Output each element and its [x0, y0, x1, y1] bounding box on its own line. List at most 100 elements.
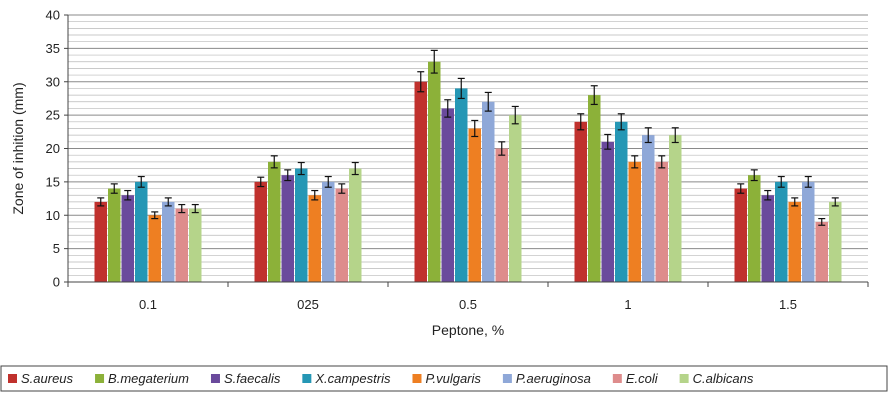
bar [94, 201, 107, 282]
bar [162, 201, 175, 282]
legend-swatch [612, 374, 622, 383]
error-bar [270, 155, 278, 169]
error-bar [284, 169, 292, 182]
bar [441, 108, 454, 282]
x-tick-label: 0.1 [139, 297, 157, 312]
legend-swatch [8, 374, 17, 383]
bar [761, 195, 774, 282]
x-axis-title: Peptone, % [432, 322, 504, 338]
bar [254, 181, 267, 282]
error-bars [97, 49, 839, 226]
bar [628, 161, 641, 282]
error-bar [764, 189, 772, 201]
y-tick-label: 15 [46, 174, 60, 189]
bars [94, 61, 842, 283]
error-bar [257, 176, 265, 188]
error-bar [191, 203, 199, 214]
legend [0, 365, 888, 392]
y-tick-label: 35 [46, 41, 60, 56]
error-bar [644, 127, 652, 144]
error-bar [137, 175, 145, 188]
legend-swatch [412, 374, 422, 383]
error-bar [671, 127, 679, 144]
error-bar [351, 161, 359, 176]
error-bar [750, 169, 758, 182]
bar [335, 188, 348, 282]
error-bar [818, 217, 826, 226]
error-bar [124, 189, 132, 201]
error-bar [338, 183, 346, 194]
bar [669, 135, 682, 282]
error-bar [471, 119, 479, 138]
bar [189, 208, 202, 282]
error-bar [484, 91, 492, 112]
error-bar [430, 49, 438, 74]
error-bar [777, 175, 785, 188]
y-tick-label: 10 [46, 208, 60, 223]
legend-label: S.faecalis [224, 371, 281, 386]
bar [308, 195, 321, 282]
error-bar [164, 197, 172, 207]
bar [121, 195, 134, 282]
y-axis-title: Zone of inhition (mm) [10, 82, 26, 214]
error-bar [577, 113, 585, 131]
bar [322, 181, 335, 282]
y-tick-label: 0 [53, 275, 60, 290]
error-bar [151, 211, 159, 220]
bar [135, 181, 148, 282]
legend-label: S.aureus [21, 371, 74, 386]
bar [268, 161, 281, 282]
y-tick-label: 40 [46, 8, 60, 23]
bar [495, 148, 508, 282]
error-bar [737, 183, 745, 194]
x-tick-label: 1.5 [779, 297, 797, 312]
legend-label: P.aeruginosa [516, 371, 591, 386]
error-bar [457, 77, 465, 100]
axes [64, 14, 869, 287]
y-tick-label: 20 [46, 141, 60, 156]
bar [281, 175, 294, 282]
bar [642, 135, 655, 282]
y-tick-label: 5 [53, 241, 60, 256]
bar [588, 95, 601, 282]
error-bar [617, 113, 625, 131]
bar [295, 168, 308, 282]
legend-item: S.aureus [8, 371, 74, 386]
bar [802, 181, 815, 282]
legend-swatch [502, 374, 512, 383]
error-bar [97, 197, 105, 207]
legend-item: S.faecalis [210, 371, 281, 386]
bar [655, 161, 668, 282]
x-tick-labels: 0.1 025 0.5 1 1.5 [139, 297, 797, 312]
error-bar [604, 133, 612, 150]
legend-label: X.campestris [314, 371, 391, 386]
bar [788, 201, 801, 282]
x-tick-label: 025 [297, 297, 319, 312]
bar [349, 168, 362, 282]
legend-swatch [679, 374, 689, 383]
error-bar [658, 155, 666, 169]
legend-item: P.vulgaris [412, 371, 481, 386]
bar [108, 188, 121, 282]
x-tick-label: 0.5 [459, 297, 477, 312]
bar [574, 121, 587, 282]
legend-item: X.campestris [302, 371, 391, 386]
y-tick-labels: 0 5 10 15 20 25 30 35 40 [46, 8, 60, 290]
error-bar [110, 183, 118, 194]
bar [775, 181, 788, 282]
bar [734, 188, 747, 282]
bar [601, 141, 614, 282]
bar [829, 201, 842, 282]
legend-label: E.coli [626, 371, 659, 386]
legend-label: P.vulgaris [425, 371, 481, 386]
y-tick-label: 30 [46, 74, 60, 89]
error-bar [804, 175, 812, 188]
error-bar [831, 197, 839, 207]
legend-items: S.aureus B.megaterium S.faecalis X.campestr… [8, 371, 754, 386]
bar [482, 101, 495, 283]
bar [748, 175, 761, 282]
legend-label: B.megaterium [108, 371, 189, 386]
bar [428, 61, 441, 282]
legend-item: B.megaterium [95, 371, 189, 386]
